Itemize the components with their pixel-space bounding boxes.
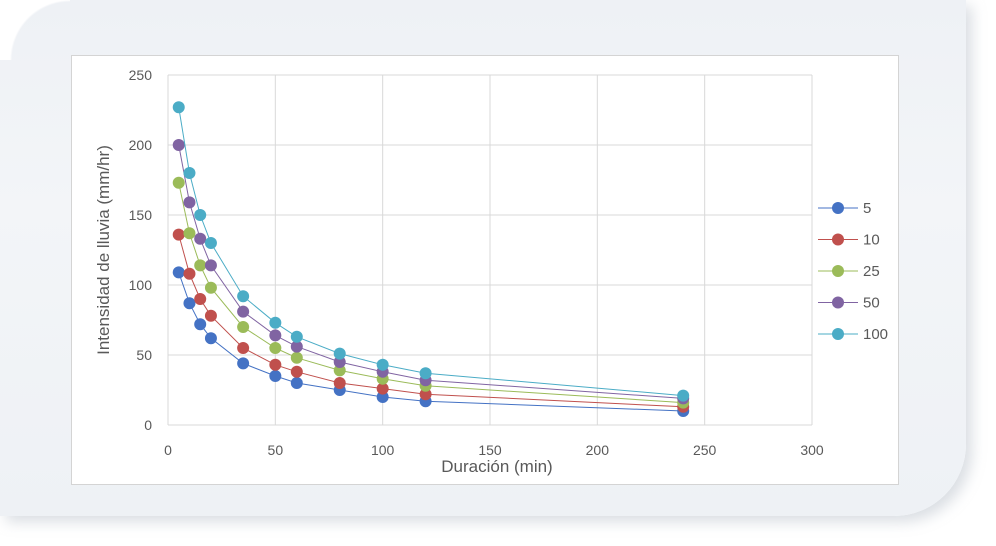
legend-label: 10 xyxy=(863,232,880,249)
data-point xyxy=(172,139,185,151)
tick-labels: 0 50 100 150 200 250 0 50 100 150 200 250 300 xyxy=(129,67,824,458)
series-5 xyxy=(172,266,690,417)
data-point xyxy=(269,342,282,354)
legend-label: 50 xyxy=(863,295,880,312)
data-point xyxy=(204,259,217,272)
y-tick-label: 100 xyxy=(129,277,153,293)
data-point xyxy=(204,237,217,249)
data-point xyxy=(194,318,207,331)
y-axis-title: Intensidad de lluvia (mm/hr) xyxy=(94,145,113,355)
data-point xyxy=(194,232,207,245)
data-point xyxy=(237,290,250,303)
legend-entry-5: 5 xyxy=(818,200,871,217)
series-100 xyxy=(172,101,690,402)
series-line xyxy=(178,182,684,404)
legend-label: 25 xyxy=(863,263,880,280)
data-point xyxy=(333,377,346,389)
data-point xyxy=(290,377,303,389)
legend: 5 10 25 50 100 xyxy=(818,200,888,343)
x-tick-label: 0 xyxy=(164,442,172,458)
data-point xyxy=(194,293,207,305)
data-point xyxy=(172,101,185,114)
legend-marker xyxy=(832,328,844,340)
series-group xyxy=(172,101,690,417)
data-point xyxy=(376,358,389,371)
data-point xyxy=(269,316,282,329)
legend-marker xyxy=(832,296,844,309)
x-tick-label: 300 xyxy=(800,442,824,458)
legend-entry-25: 25 xyxy=(818,263,880,280)
x-tick-label: 100 xyxy=(371,442,395,458)
data-point xyxy=(172,266,185,279)
data-point xyxy=(183,196,196,209)
data-point xyxy=(376,391,389,403)
data-point xyxy=(269,358,282,371)
legend-label: 5 xyxy=(863,200,871,217)
data-point xyxy=(194,209,207,221)
y-tick-label: 50 xyxy=(136,347,152,363)
x-tick-label: 200 xyxy=(586,442,610,458)
series-50 xyxy=(172,139,690,405)
x-tick-label: 50 xyxy=(268,442,284,458)
data-point xyxy=(290,330,303,343)
x-tick-label: 150 xyxy=(478,442,502,458)
legend-marker xyxy=(832,233,844,246)
data-point xyxy=(333,364,346,377)
series-line xyxy=(178,107,684,397)
legend-entry-100: 100 xyxy=(818,326,888,343)
legend-entry-50: 50 xyxy=(818,295,880,312)
data-point xyxy=(237,305,250,318)
data-point xyxy=(204,332,217,345)
legend-marker xyxy=(832,265,844,277)
legend-entry-10: 10 xyxy=(818,232,880,249)
data-point xyxy=(237,342,250,354)
series-line xyxy=(178,272,684,412)
y-tick-label: 200 xyxy=(129,137,153,153)
data-point xyxy=(269,370,282,382)
data-point xyxy=(333,356,346,368)
data-point xyxy=(290,340,303,353)
data-point xyxy=(204,309,217,322)
data-point xyxy=(183,297,196,310)
data-point xyxy=(183,227,196,240)
data-point xyxy=(333,347,346,360)
data-point xyxy=(194,259,207,272)
data-point xyxy=(419,367,432,380)
x-tick-label: 250 xyxy=(693,442,717,458)
data-point xyxy=(204,281,217,294)
data-point xyxy=(172,176,185,189)
data-point xyxy=(290,351,303,364)
data-point xyxy=(183,267,196,280)
x-axis-title: Duración (min) xyxy=(441,457,552,476)
y-tick-label: 0 xyxy=(144,417,152,433)
gridlines xyxy=(167,74,813,426)
legend-marker xyxy=(832,202,844,214)
data-point xyxy=(183,167,196,179)
y-tick-label: 150 xyxy=(129,207,153,223)
data-point xyxy=(269,329,282,342)
data-point xyxy=(290,365,303,378)
series-line xyxy=(178,144,684,399)
legend-label: 100 xyxy=(863,326,888,343)
data-point xyxy=(376,382,389,395)
data-point xyxy=(677,389,690,402)
data-point xyxy=(237,321,250,333)
y-tick-label: 250 xyxy=(129,67,153,83)
data-point xyxy=(237,357,250,370)
data-point xyxy=(172,228,185,241)
data-point xyxy=(419,388,432,401)
